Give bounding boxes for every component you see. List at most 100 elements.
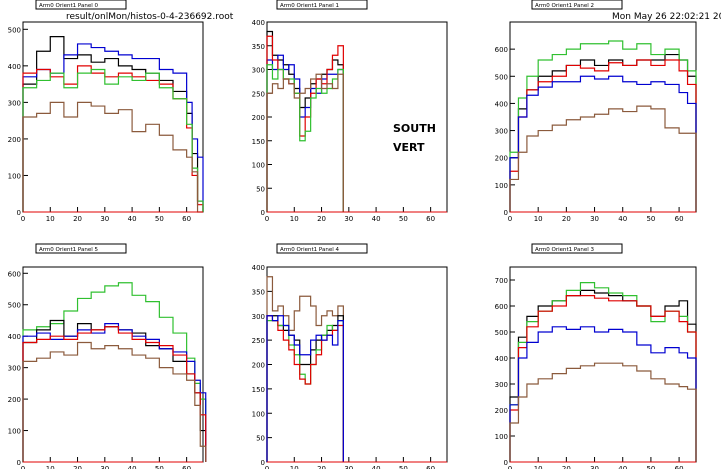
- x-tick-label: 50: [646, 465, 655, 469]
- y-tick-label: 600: [495, 46, 508, 54]
- x-tick-label: 40: [372, 215, 381, 223]
- x-tick-label: 0: [265, 215, 269, 223]
- x-tick-label: 30: [100, 215, 109, 223]
- series-blue: [509, 326, 697, 462]
- plot-frame: [266, 21, 448, 213]
- y-tick-label: 0: [261, 459, 265, 467]
- x-tick-label: 20: [562, 215, 571, 223]
- x-tick-label: 0: [508, 465, 512, 469]
- x-tick-label: 0: [21, 215, 25, 223]
- x-tick-label: 30: [590, 465, 599, 469]
- y-tick-label: 500: [8, 26, 21, 34]
- series-blue: [509, 75, 697, 212]
- panel-title-box: [35, 0, 127, 10]
- x-tick-label: 10: [534, 215, 543, 223]
- series-brown: [22, 341, 207, 462]
- histogram-panel-1: Arm0 Orient1 Panel 105010015020025030035…: [252, 0, 448, 223]
- series-red: [266, 35, 344, 212]
- series-brown: [22, 101, 203, 213]
- y-tick-label: 700: [495, 277, 508, 285]
- x-tick-label: 10: [290, 465, 299, 469]
- series-green: [509, 40, 697, 212]
- x-tick-label: 40: [128, 465, 137, 469]
- x-tick-label: 60: [675, 215, 684, 223]
- y-tick-label: 200: [8, 396, 21, 404]
- x-tick-label: 60: [182, 215, 191, 223]
- y-tick-label: 350: [252, 43, 265, 51]
- x-tick-label: 40: [618, 465, 627, 469]
- x-tick-label: 40: [372, 465, 381, 469]
- y-tick-label: 50: [256, 435, 265, 443]
- y-tick-label: 250: [252, 337, 265, 345]
- x-tick-label: 20: [317, 215, 326, 223]
- series-red: [22, 326, 207, 462]
- y-tick-label: 250: [252, 90, 265, 98]
- x-tick-label: 0: [21, 465, 25, 469]
- y-tick-label: 350: [252, 288, 265, 296]
- y-tick-label: 200: [495, 155, 508, 163]
- series-red: [266, 315, 344, 462]
- x-tick-label: 10: [46, 215, 55, 223]
- x-tick-label: 30: [344, 465, 353, 469]
- y-tick-label: 300: [8, 365, 21, 373]
- file-name: result/onlMon/histos-0-4-236692.root: [66, 12, 234, 22]
- series-red: [509, 295, 697, 462]
- y-tick-label: 500: [8, 302, 21, 310]
- panel-title-box: [531, 243, 623, 254]
- series-red: [22, 65, 204, 212]
- y-tick-label: 200: [252, 362, 265, 370]
- series-brown: [509, 105, 697, 212]
- series-blue: [22, 323, 207, 462]
- panel-title: Arm0 Orient1 Panel 1: [280, 3, 339, 9]
- panel-title: Arm0 Orient1 Panel 0: [39, 3, 99, 9]
- x-tick-label: 0: [265, 465, 269, 469]
- panel-title-box: [276, 243, 368, 254]
- panel-title: Arm0 Orient1 Panel 3: [535, 247, 595, 253]
- y-tick-label: 600: [495, 303, 508, 311]
- y-tick-label: 100: [495, 433, 508, 441]
- panel-title-box: [531, 0, 623, 10]
- histogram-panel-3: Arm0 Orient1 Panel 5 0 100 200 300 400 500 600 0…: [8, 243, 207, 469]
- plot-frame: [509, 266, 697, 463]
- y-tick-label: 200: [495, 407, 508, 415]
- panel-title-box: [35, 243, 127, 254]
- x-tick-label: 50: [646, 215, 655, 223]
- y-tick-label: 100: [252, 410, 265, 418]
- series-red: [509, 59, 697, 212]
- y-tick-label: 150: [252, 386, 265, 394]
- x-tick-label: 20: [317, 465, 326, 469]
- series-brown: [509, 362, 697, 462]
- y-tick-label: 300: [252, 67, 265, 75]
- x-tick-label: 0: [508, 215, 512, 223]
- y-tick-label: 0: [261, 209, 265, 217]
- y-tick-label: 500: [495, 329, 508, 337]
- y-tick-label: 300: [252, 313, 265, 321]
- y-tick-label: 200: [8, 136, 21, 144]
- series-green: [22, 68, 204, 212]
- x-tick-label: 30: [344, 215, 353, 223]
- x-tick-label: 60: [675, 465, 684, 469]
- plot-frame: [509, 21, 697, 213]
- y-tick-label: 100: [8, 172, 21, 180]
- x-tick-label: 20: [73, 215, 82, 223]
- series-green: [22, 282, 207, 462]
- histogram-panel-4: Arm0 Orient1 Panel 405010015020025030035…: [252, 243, 448, 469]
- x-tick-label: 60: [426, 465, 435, 469]
- y-tick-label: 400: [495, 355, 508, 363]
- series-black: [509, 289, 697, 462]
- series-blue: [266, 315, 344, 462]
- panel-title-box: [276, 0, 368, 10]
- x-tick-label: 50: [155, 215, 164, 223]
- y-tick-label: 600: [8, 270, 21, 278]
- y-tick-label: 400: [495, 100, 508, 108]
- y-tick-label: 50: [256, 185, 265, 193]
- x-tick-label: 30: [100, 465, 109, 469]
- y-tick-label: 400: [252, 264, 265, 272]
- x-tick-label: 40: [618, 215, 627, 223]
- histogram-panel-2: Arm0 Orient1 Panel 2 0 100 200 300 400 500 600 0…: [495, 0, 697, 223]
- y-tick-label: 100: [8, 428, 21, 436]
- y-tick-label: 200: [252, 114, 265, 122]
- y-tick-label: 300: [495, 381, 508, 389]
- x-tick-label: 50: [155, 465, 164, 469]
